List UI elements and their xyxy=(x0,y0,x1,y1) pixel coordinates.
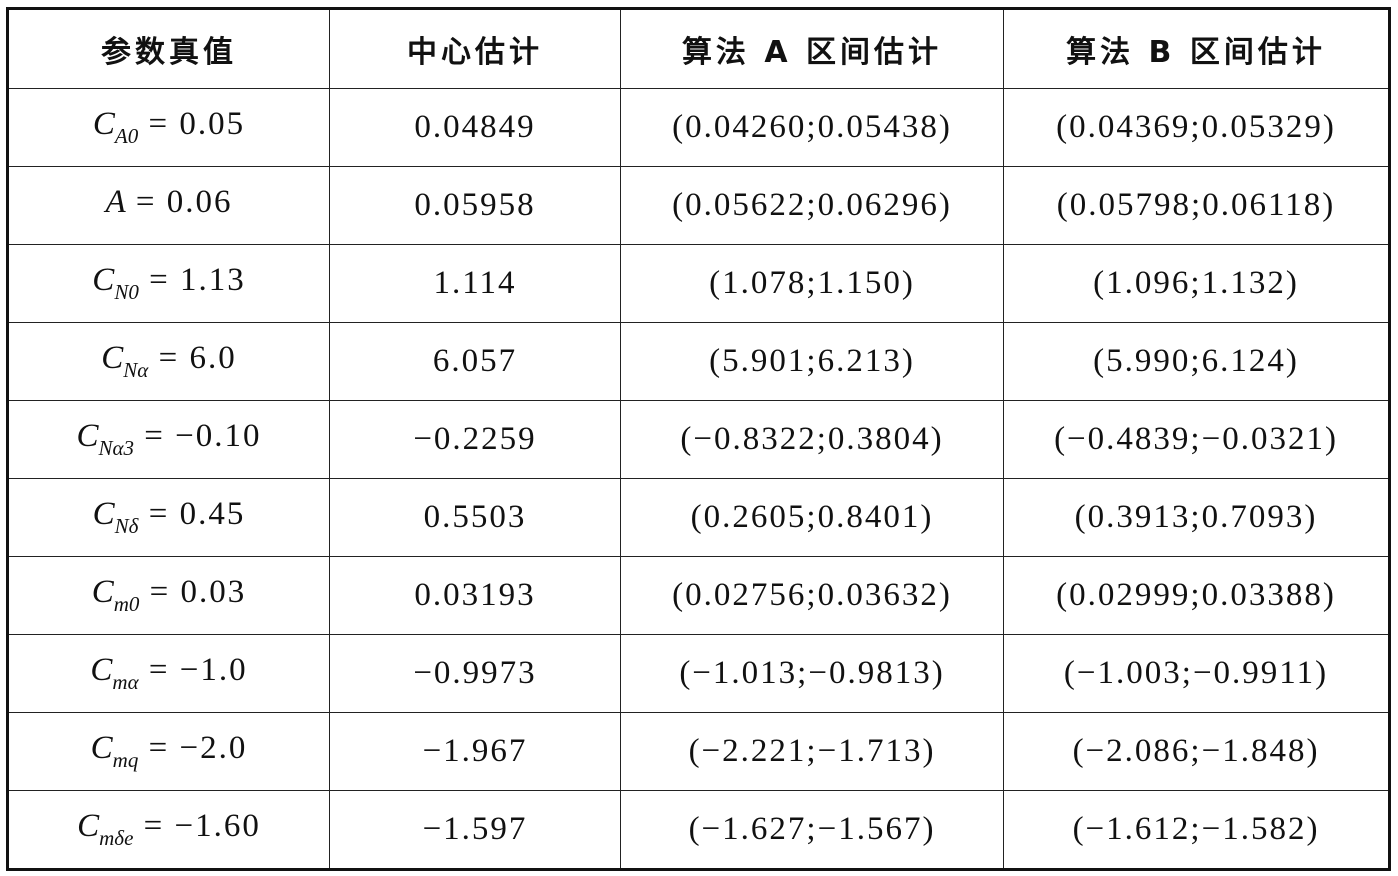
parameter-true-value: = 0.06 xyxy=(125,184,233,220)
parameter-true-value: = −1.60 xyxy=(133,808,261,844)
algo-b-interval-cell: (−1.003;−0.9911) xyxy=(1003,634,1390,713)
algo-a-interval-cell: (0.05622;0.06296) xyxy=(620,166,1004,245)
algo-a-interval-cell: (0.04260;0.05438) xyxy=(620,88,1004,167)
center-estimate-cell: 0.05958 xyxy=(329,166,621,245)
parameter-true-value: = −2.0 xyxy=(138,730,248,766)
parameter-true-value: = −0.10 xyxy=(134,418,262,454)
algo-b-interval-cell: (5.990;6.124) xyxy=(1003,322,1390,401)
parameter-symbol: C xyxy=(90,652,113,688)
algo-a-interval-cell: (5.901;6.213) xyxy=(620,322,1004,401)
parameter-true-value: = −1.0 xyxy=(138,652,248,688)
algo-b-interval-cell: (−0.4839;−0.0321) xyxy=(1003,400,1390,479)
header-center-estimate: 中心估计 xyxy=(329,8,621,89)
center-estimate-cell: 0.04849 xyxy=(329,88,621,167)
parameter-symbol: C xyxy=(90,730,113,766)
true-value-cell: CNδ = 0.45 xyxy=(7,478,330,557)
true-value-cell: Cmq = −2.0 xyxy=(7,712,330,791)
table-row: Cmδe = −1.60 −1.597 (−1.627;−1.567) (−1.612… xyxy=(7,790,1390,870)
parameter-symbol: C xyxy=(92,496,115,532)
parameter-subscript: mα xyxy=(112,670,139,694)
true-value-cell: Cmα = −1.0 xyxy=(7,634,330,713)
algo-b-interval-cell: (−1.612;−1.582) xyxy=(1003,790,1390,870)
parameter-true-value: = 6.0 xyxy=(148,340,237,376)
center-estimate-cell: 0.03193 xyxy=(329,556,621,635)
parameter-true-value: = 0.45 xyxy=(138,496,246,532)
header-algo-a-interval: 算法 A 区间估计 xyxy=(620,8,1004,89)
parameter-subscript: mδe xyxy=(99,826,134,850)
center-estimate-cell: 0.5503 xyxy=(329,478,621,557)
algo-a-interval-cell: (−1.013;−0.9813) xyxy=(620,634,1004,713)
parameter-symbol: C xyxy=(77,808,100,844)
table-row: Cmq = −2.0 −1.967 (−2.221;−1.713) (−2.086;−… xyxy=(7,712,1390,791)
parameter-estimation-table: 参数真值 中心估计 算法 A 区间估计 算法 B 区间估计 CA0 = 0.05… xyxy=(6,7,1391,871)
parameter-symbol: C xyxy=(92,106,115,142)
algo-b-interval-cell: (0.05798;0.06118) xyxy=(1003,166,1390,245)
table-row: CNα3 = −0.10 −0.2259 (−0.8322;0.3804) (−0.4… xyxy=(7,400,1390,479)
parameter-true-value: = 1.13 xyxy=(138,262,246,298)
table-row: CN0 = 1.13 1.114 (1.078;1.150) (1.096;1.132… xyxy=(7,244,1390,323)
algo-a-interval-cell: (1.078;1.150) xyxy=(620,244,1004,323)
parameter-symbol: C xyxy=(91,574,114,610)
algo-b-interval-cell: (0.04369;0.05329) xyxy=(1003,88,1390,167)
parameter-true-value: = 0.03 xyxy=(139,574,247,610)
algo-a-interval-cell: (0.02756;0.03632) xyxy=(620,556,1004,635)
center-estimate-cell: 6.057 xyxy=(329,322,621,401)
true-value-cell: CA0 = 0.05 xyxy=(7,88,330,167)
true-value-cell: CNα3 = −0.10 xyxy=(7,400,330,479)
parameter-subscript: Nδ xyxy=(114,514,139,538)
algo-a-interval-cell: (−2.221;−1.713) xyxy=(620,712,1004,791)
table-row: A = 0.06 0.05958 (0.05622;0.06296) (0.05798… xyxy=(7,166,1390,245)
center-estimate-cell: −1.967 xyxy=(329,712,621,791)
true-value-cell: A = 0.06 xyxy=(7,166,330,245)
algo-a-interval-cell: (0.2605;0.8401) xyxy=(620,478,1004,557)
true-value-cell: Cm0 = 0.03 xyxy=(7,556,330,635)
true-value-cell: CN0 = 1.13 xyxy=(7,244,330,323)
parameter-symbol: C xyxy=(101,340,124,376)
table-row: Cm0 = 0.03 0.03193 (0.02756;0.03632) (0.029… xyxy=(7,556,1390,635)
parameter-subscript: Nα xyxy=(123,358,149,382)
parameter-true-value: = 0.05 xyxy=(138,106,246,142)
parameter-subscript: mq xyxy=(112,748,139,772)
true-value-cell: Cmδe = −1.60 xyxy=(7,790,330,870)
algo-b-interval-cell: (0.02999;0.03388) xyxy=(1003,556,1390,635)
parameter-subscript: m0 xyxy=(113,592,140,616)
center-estimate-cell: −1.597 xyxy=(329,790,621,870)
table-row: CNα = 6.0 6.057 (5.901;6.213) (5.990;6.124) xyxy=(7,322,1390,401)
algo-a-interval-cell: (−1.627;−1.567) xyxy=(620,790,1004,870)
parameter-symbol: C xyxy=(76,418,99,454)
header-true-value: 参数真值 xyxy=(7,8,330,89)
parameter-subscript: N0 xyxy=(114,280,139,304)
parameter-symbol: C xyxy=(92,262,115,298)
parameter-subscript: Nα3 xyxy=(98,436,135,460)
parameter-symbol: A xyxy=(105,184,126,220)
algo-b-interval-cell: (1.096;1.132) xyxy=(1003,244,1390,323)
center-estimate-cell: −0.2259 xyxy=(329,400,621,479)
parameter-subscript: A0 xyxy=(114,124,139,148)
center-estimate-cell: −0.9973 xyxy=(329,634,621,713)
center-estimate-cell: 1.114 xyxy=(329,244,621,323)
true-value-cell: CNα = 6.0 xyxy=(7,322,330,401)
table-row: CNδ = 0.45 0.5503 (0.2605;0.8401) (0.3913;0… xyxy=(7,478,1390,557)
algo-b-interval-cell: (0.3913;0.7093) xyxy=(1003,478,1390,557)
algo-a-interval-cell: (−0.8322;0.3804) xyxy=(620,400,1004,479)
algo-b-interval-cell: (−2.086;−1.848) xyxy=(1003,712,1390,791)
header-algo-b-interval: 算法 B 区间估计 xyxy=(1003,8,1390,89)
header-row: 参数真值 中心估计 算法 A 区间估计 算法 B 区间估计 xyxy=(7,8,1390,89)
table-row: Cmα = −1.0 −0.9973 (−1.013;−0.9813) (−1.003… xyxy=(7,634,1390,713)
table-row: CA0 = 0.05 0.04849 (0.04260;0.05438) (0.043… xyxy=(7,88,1390,167)
